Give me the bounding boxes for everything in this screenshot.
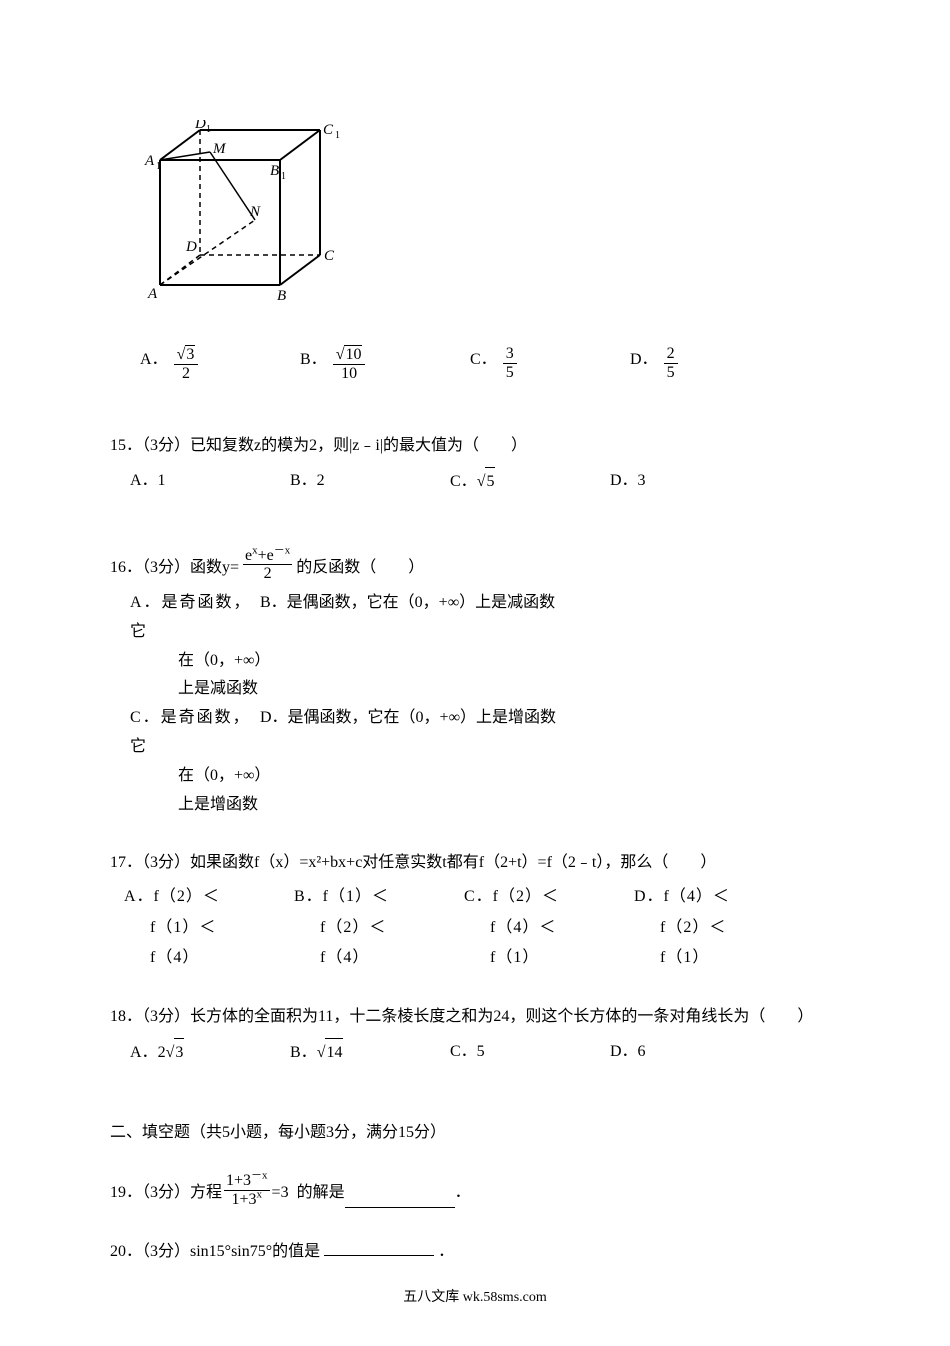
q17-r3c1: f（4） <box>124 943 294 973</box>
q19-blank <box>345 1192 455 1208</box>
label-C1: C <box>323 122 334 138</box>
label-C: C <box>324 248 335 264</box>
q16: 16．（3分）函数y= ex+e－x 2 的反函数（ ） A．是奇函数，它 B．… <box>110 547 840 820</box>
q14-option-C: C． 3 5 <box>470 345 630 382</box>
q17-text: 17．（3分）如果函数f（x）=x²+bx+c对任意实数t都有f（2+t）=f（… <box>110 849 840 878</box>
q14-B-frac: 10 10 <box>333 345 366 382</box>
q17-r2c4: f（2）＜ <box>634 913 804 943</box>
q15-option-A: A．1 <box>130 467 290 497</box>
label-A: A． <box>140 345 168 369</box>
q18-option-C: C．5 <box>450 1038 610 1068</box>
q14-option-A: A． 3 2 <box>140 345 300 382</box>
q15-text: 15．（3分）已知复数z的模为2，则|z﹣i|的最大值为（ ） <box>110 432 840 461</box>
q19-text: 19．（3分）方程 1+3－x 1+3x =3 的解是 ． <box>110 1172 840 1208</box>
q17-r3c3: f（1） <box>464 943 634 973</box>
q17-r3c2: f（4） <box>294 943 464 973</box>
q16-text: 16．（3分）函数y= ex+e－x 2 的反函数（ ） <box>110 547 840 583</box>
q15-option-C: C．5 <box>450 467 610 497</box>
q17-r2c1: f（1）＜ <box>124 913 294 943</box>
label-N: N <box>249 204 261 220</box>
q16-option-D: D．是偶函数，它在（0，+∞）上是增函数 <box>260 704 840 762</box>
label-B: B． <box>300 345 327 369</box>
q16-options: A．是奇函数，它 B．是偶函数，它在（0，+∞）上是减函数 在（0，+∞） 上是… <box>130 589 840 819</box>
label-A: A <box>147 286 158 302</box>
q16-option-A: A．是奇函数，它 <box>130 589 260 647</box>
q17-r2c3: f（4）＜ <box>464 913 634 943</box>
q15-options: A．1 B．2 C．5 D．3 <box>130 467 840 497</box>
cube-svg: D 1 C 1 A 1 B 1 M N D C A B <box>140 120 350 330</box>
label-D: D <box>185 239 197 255</box>
q18-options: A．23 B．14 C．5 D．6 <box>130 1038 840 1068</box>
q16-option-C: C．是奇函数，它 <box>130 704 260 762</box>
svg-text:1: 1 <box>335 130 340 141</box>
q20-blank <box>324 1240 434 1256</box>
q17-options: A．f（2）＜ B．f（1）＜ C．f（2）＜ D．f（4）＜ f（1）＜ f（… <box>124 882 840 973</box>
q17-r1c2: B．f（1）＜ <box>294 882 464 912</box>
q14-cube-figure: D 1 C 1 A 1 B 1 M N D C A B <box>140 120 840 335</box>
q16-option-B: B．是偶函数，它在（0，+∞）上是减函数 <box>260 589 840 647</box>
label-A1: A <box>144 153 155 169</box>
label-C: C． <box>470 345 497 369</box>
q19: 19．（3分）方程 1+3－x 1+3x =3 的解是 ． <box>110 1172 840 1208</box>
q14-options: A． 3 2 B． 10 10 C． 3 5 D． 2 5 <box>140 345 840 382</box>
q15-option-B: B．2 <box>290 467 450 497</box>
q14-A-frac: 3 2 <box>174 345 199 382</box>
svg-text:1: 1 <box>206 124 211 135</box>
label-M: M <box>212 141 227 157</box>
q18-option-B: B．14 <box>290 1038 450 1068</box>
q14-option-D: D． 2 5 <box>630 345 750 382</box>
q19-expression: 1+3－x 1+3x <box>224 1172 270 1208</box>
q18-text: 18．（3分）长方体的全面积为11，十二条棱长度之和为24，则这个长方体的一条对… <box>110 1003 840 1032</box>
section-2-header: 二、填空题（共5小题，每小题3分，满分15分） <box>110 1118 840 1142</box>
q17-r3c4: f（1） <box>634 943 804 973</box>
q17-r1c3: C．f（2）＜ <box>464 882 634 912</box>
q17-r2c2: f（2）＜ <box>294 913 464 943</box>
q14-C-frac: 3 5 <box>503 345 517 381</box>
q17: 17．（3分）如果函数f（x）=x²+bx+c对任意实数t都有f（2+t）=f（… <box>110 849 840 973</box>
label-D1: D <box>194 120 206 132</box>
label-B1: B <box>270 163 279 179</box>
q20: 20．（3分）sin15°sin75°的值是 ． <box>110 1238 840 1267</box>
q14-option-B: B． 10 10 <box>300 345 470 382</box>
label-D: D． <box>630 345 658 369</box>
q20-text: 20．（3分）sin15°sin75°的值是 <box>110 1243 320 1260</box>
q15-option-D: D．3 <box>610 467 770 497</box>
q14-D-frac: 2 5 <box>664 345 678 381</box>
q18-option-D: D．6 <box>610 1038 770 1068</box>
q18-option-A: A．23 <box>130 1038 290 1068</box>
svg-text:1: 1 <box>281 171 286 182</box>
q17-r1c1: A．f（2）＜ <box>124 882 294 912</box>
page-footer: 五八文库 wk.58sms.com <box>110 1286 840 1306</box>
q15: 15．（3分）已知复数z的模为2，则|z﹣i|的最大值为（ ） A．1 B．2 … <box>110 432 840 497</box>
label-B: B <box>277 288 286 304</box>
q16-expression: ex+e－x 2 <box>243 547 292 583</box>
q18: 18．（3分）长方体的全面积为11，十二条棱长度之和为24，则这个长方体的一条对… <box>110 1003 840 1068</box>
q17-r1c4: D．f（4）＜ <box>634 882 804 912</box>
svg-text:1: 1 <box>156 161 161 172</box>
